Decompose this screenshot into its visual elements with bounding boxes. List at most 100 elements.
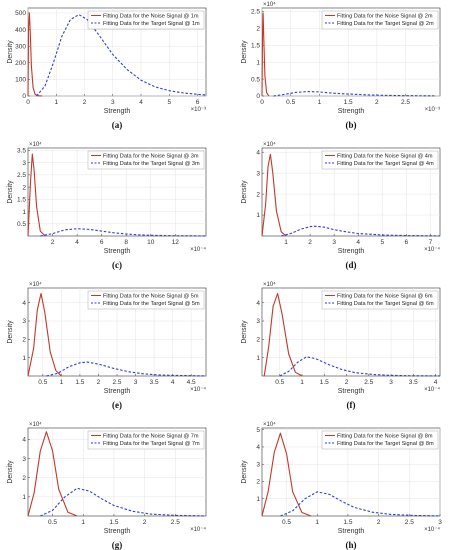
panel-d-target-series-line <box>281 225 441 237</box>
panel-c-legend-entry: Fitting Data for the Target Signal @ 3m <box>103 161 200 167</box>
panel-f-y-tick-label: 2 <box>256 337 260 344</box>
panel-c-y-exponent: ×10⁴ <box>29 141 42 148</box>
panel-h-y-tick-label: 2 <box>256 479 260 486</box>
panel-e-x-tick-label: 2.5 <box>112 379 121 386</box>
panel-h-x-tick-label: 1.5 <box>343 519 352 526</box>
panel-h-y-tick-label: 4 <box>256 444 260 451</box>
panel-c-y-tick-label: 1 <box>22 209 26 216</box>
panel-a-x-tick-label: 2 <box>83 99 87 106</box>
panel-h-y-tick-label: 1 <box>256 496 260 503</box>
panel-c-x-tick-label: 6 <box>100 239 104 246</box>
panel-a-y-tick-label: 300 <box>15 43 26 50</box>
panel-c-y-tick-label: 2 <box>22 184 26 191</box>
panel-c-y-tick-label: 3.5 <box>17 148 26 155</box>
panel-b-y-tick-label: 0.5 <box>251 76 260 83</box>
panel-d-legend-entry: Fitting Data for the Target Signal @ 4m <box>337 161 434 167</box>
panel-a-y-tick-label: 0 <box>22 93 26 100</box>
panel-d-x-tick-label: 5 <box>380 239 384 246</box>
panel-f-x-tick-label: 1 <box>300 379 304 386</box>
panel-g-y-tick-label: 1 <box>22 494 26 501</box>
panel-c-x-tick-label: 2 <box>51 239 55 246</box>
panel-c-legend-entry: Fitting Data for the Noise Signal @ 3m <box>103 154 199 160</box>
panel-e-x-tick-label: 4 <box>171 379 175 386</box>
panel-c-x-tick-label: 8 <box>124 239 128 246</box>
panel-d-x-tick-label: 6 <box>405 239 409 246</box>
panel-h-legend-entry: Fitting Data for the Noise Signal @ 8m <box>337 434 433 440</box>
panel-g-noise-series-line <box>27 431 78 517</box>
panel-h-x-tick-label: 2 <box>377 519 381 526</box>
panel-e-legend-entry: Fitting Data for the Target Signal @ 5m <box>103 301 200 307</box>
panel-a-x-exponent: ×10⁻³ <box>191 107 206 113</box>
panel-h-x-axis-label: Strength <box>338 528 365 535</box>
panel-d-x-tick-label: 4 <box>356 239 360 246</box>
panel-f-x-axis-label: Strength <box>338 388 365 395</box>
panel-e-y-exponent: ×10⁴ <box>29 281 42 288</box>
panel-d-caption-label: (d) <box>346 260 357 270</box>
panel-b-y-exponent: ×10⁴ <box>263 1 276 8</box>
panel-b-x-exponent: ×10⁻³ <box>425 107 440 113</box>
panel-a-y-axis-label: Density <box>7 40 14 64</box>
panel-f-x-tick-label: 3.5 <box>409 379 418 386</box>
panel-h-legend-box <box>321 430 439 450</box>
panel-g-x-tick-label: 0.5 <box>48 519 57 526</box>
panel-b-x-tick-label: 1 <box>318 99 322 106</box>
panel-h-x-tick-label: 3 <box>438 519 442 526</box>
panel-e-y-tick-label: 4 <box>22 300 26 307</box>
panel-e-legend-entry: Fitting Data for the Noise Signal @ 5m <box>103 294 199 300</box>
panel-d-x-axis-label: Strength <box>338 248 365 255</box>
panel-g-x-tick-label: 2.5 <box>171 519 180 526</box>
panel-g-y-axis-label: Density <box>7 460 14 484</box>
panel-b-noise-series-line <box>261 12 270 97</box>
panel-d-x-tick-label: 7 <box>429 239 433 246</box>
panel-e-x-tick-label: 3.5 <box>150 379 159 386</box>
panel-c-y-tick-label: 1.5 <box>17 197 26 204</box>
panel-g-x-tick-label: 1 <box>81 519 85 526</box>
panel-e-x-tick-label: 1.5 <box>75 379 84 386</box>
panel-b-legend-box <box>321 10 439 30</box>
panel-e-caption-label: (e) <box>112 400 122 410</box>
panel-c-x-exponent: ×10⁻⁴ <box>190 246 206 253</box>
panel-b-y-axis-label: Density <box>241 40 248 64</box>
panel-g-y-tick-label: 2 <box>22 475 26 482</box>
panel-b-x-tick-label: 2 <box>375 99 379 106</box>
panel-e-x-tick-label: 2 <box>97 379 101 386</box>
panel-d-y-tick-label: 2 <box>256 191 260 198</box>
panel-c-y-tick-label: 3 <box>22 160 26 167</box>
panel-c-x-tick-label: 4 <box>75 239 79 246</box>
panel-d-legend-entry: Fitting Data for the Noise Signal @ 4m <box>337 154 433 160</box>
panel-e-y-axis-label: Density <box>7 320 14 344</box>
panel-f-noise-series-line <box>263 292 303 377</box>
panel-f-y-axis-label: Density <box>241 320 248 344</box>
panel-h-legend-entry: Fitting Data for the Target Signal @ 8m <box>337 441 434 447</box>
panel-c-noise-series-line <box>27 153 46 237</box>
panel-b-y-tick-label: 2 <box>256 26 260 33</box>
panel-f-y-tick-label: 4 <box>256 300 260 307</box>
panel-g-y-tick-label: 4 <box>22 437 26 444</box>
panel-c-x-axis-label: Strength <box>104 248 131 255</box>
panel-b-y-tick-label: 0 <box>256 93 260 100</box>
panel-b-y-tick-label: 1 <box>256 59 260 66</box>
panel-b-legend-entry: Fitting Data for the Target Signal @ 2m <box>337 21 434 27</box>
panel-h-x-tick-label: 0.5 <box>282 519 291 526</box>
panel-a-caption-label: (a) <box>112 120 123 130</box>
panel-g-legend-entry: Fitting Data for the Target Signal @ 7m <box>103 441 200 447</box>
panel-g-legend-entry: Fitting Data for the Noise Signal @ 7m <box>103 434 199 440</box>
panel-b-target-series-line <box>273 91 435 97</box>
panel-d-noise-series-line <box>261 153 287 237</box>
panel-e-x-exponent: ×10⁻⁴ <box>190 386 206 393</box>
panel-a-y-tick-label: 500 <box>15 10 26 17</box>
panel-f-x-tick-label: 0.5 <box>275 379 284 386</box>
panel-b-x-tick-label: 2.5 <box>401 99 410 106</box>
panel-b-caption-label: (b) <box>346 120 357 130</box>
panel-a-x-tick-label: 4 <box>139 99 143 106</box>
panel-c-caption-label: (c) <box>112 260 122 270</box>
panel-c-x-tick-label: 12 <box>172 239 180 246</box>
panel-e-x-tick-label: 3 <box>134 379 138 386</box>
panel-h-x-tick-label: 1 <box>315 519 319 526</box>
panel-g-x-axis-label: Strength <box>104 528 131 535</box>
panel-b-y-tick-label: 1.5 <box>251 42 260 49</box>
panel-a-legend-box <box>87 10 205 30</box>
panel-e-x-tick-label: 0.5 <box>38 379 47 386</box>
panel-e-target-series-line <box>46 361 207 377</box>
